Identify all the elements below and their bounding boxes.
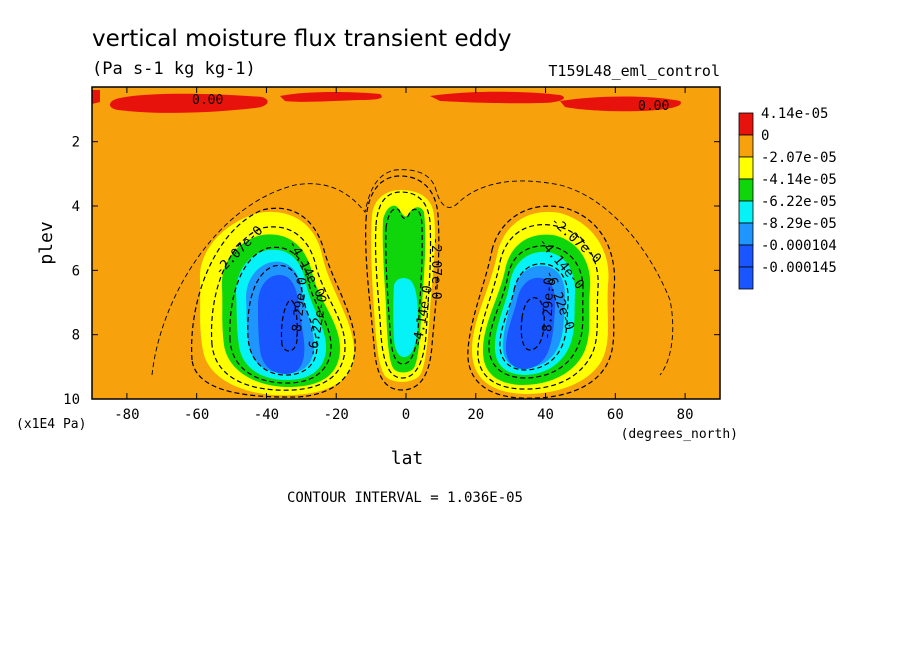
x-tick-label: -60 bbox=[184, 407, 209, 423]
colorbar-swatch bbox=[738, 156, 754, 180]
plot-area: 0.00 0.00 -2.07e-0 -2.07e-0 -2.07e-0 -4.… bbox=[92, 87, 720, 399]
x-tick-label: 60 bbox=[607, 407, 624, 423]
colorbar-swatch bbox=[738, 222, 754, 246]
colorbar-label: 4.14e-05 bbox=[761, 106, 828, 122]
colorbar-label: -4.14e-05 bbox=[761, 172, 837, 188]
eq-cyan-region bbox=[393, 277, 418, 358]
x-tick-label: 40 bbox=[537, 407, 554, 423]
contour-eq-3 bbox=[385, 208, 423, 365]
contour-interval: CONTOUR INTERVAL = 1.036E-05 bbox=[287, 490, 523, 506]
x-tick-label: -20 bbox=[324, 407, 349, 423]
y-tick-label: 2 bbox=[72, 135, 80, 151]
experiment-label: T159L48_eml_control bbox=[548, 62, 720, 80]
colorbar-label: -2.07e-05 bbox=[761, 150, 837, 166]
contour-label: 0.00 bbox=[638, 99, 669, 114]
positive-band-south bbox=[109, 93, 268, 113]
x-tick-label: 0 bbox=[402, 407, 410, 423]
contour-lines bbox=[151, 169, 674, 399]
y-tick-label: 6 bbox=[72, 263, 80, 279]
colorbar-label: -0.000145 bbox=[761, 260, 837, 276]
x-tick-label: -40 bbox=[254, 407, 279, 423]
positive-band-north bbox=[560, 96, 681, 112]
contour-nh-4 bbox=[499, 263, 569, 371]
colorbar-swatch bbox=[738, 112, 754, 136]
x-axis-title: lat bbox=[391, 448, 424, 469]
y-axis: 2 4 6 8 10 bbox=[63, 135, 720, 408]
colorbar-swatch bbox=[738, 266, 754, 290]
contour-sh-4 bbox=[247, 264, 318, 376]
contour-label: 0.00 bbox=[192, 93, 223, 108]
x-tick-label: -80 bbox=[114, 407, 139, 423]
x-tick-label: 20 bbox=[467, 407, 484, 423]
colorbar-label: -6.22e-05 bbox=[761, 194, 837, 210]
contour-nh-2 bbox=[477, 224, 599, 390]
contour-sh-3 bbox=[229, 246, 332, 384]
positive-band-center bbox=[280, 92, 382, 102]
y-units-label: (x1E4 Pa) bbox=[16, 417, 86, 432]
colorbar-swatch bbox=[738, 134, 754, 158]
contour-label: -8.29e-0 bbox=[540, 277, 557, 340]
colorbar-label: -8.29e-05 bbox=[761, 216, 837, 232]
nh-blue-core bbox=[505, 277, 556, 370]
positive-band-edge bbox=[92, 90, 100, 104]
contour-outer bbox=[151, 169, 674, 376]
chart-title: vertical moisture flux transient eddy bbox=[92, 26, 511, 52]
x-axis: -80 -60 -40 -20 0 20 40 60 80 bbox=[114, 87, 694, 423]
contour-nh-3 bbox=[488, 245, 584, 379]
contour-sh-5 bbox=[280, 299, 298, 352]
y-tick-label: 8 bbox=[72, 328, 80, 344]
contour-nh-5 bbox=[520, 297, 545, 351]
y-tick-label: 10 bbox=[63, 392, 80, 408]
colorbar-swatch bbox=[738, 178, 754, 202]
colorbar: 4.14e-05 0 -2.07e-05 -4.14e-05 -6.22e-05 -8.2… bbox=[738, 106, 837, 290]
contour-label: -2.07e-0 bbox=[428, 237, 443, 300]
x-units-label: (degrees_north) bbox=[621, 427, 738, 442]
colorbar-swatch bbox=[738, 244, 754, 268]
contour-nh-1 bbox=[467, 205, 616, 399]
y-tick-label: 4 bbox=[72, 199, 80, 215]
y-axis-title: plev bbox=[36, 221, 57, 264]
colorbar-label: -0.000104 bbox=[761, 238, 837, 254]
contour-sh-1 bbox=[191, 207, 356, 398]
colorbar-swatch bbox=[738, 200, 754, 224]
contour-sh-2 bbox=[210, 226, 346, 391]
colorbar-label: 0 bbox=[761, 128, 769, 144]
contour-eq-1 bbox=[365, 175, 440, 391]
contour-eq-2 bbox=[374, 191, 432, 379]
x-tick-label: 80 bbox=[677, 407, 694, 423]
contour-label: -8.29e-0 bbox=[289, 277, 310, 341]
positive-band-mid bbox=[430, 91, 564, 104]
chart-units: (Pa s-1 kg kg-1) bbox=[92, 59, 256, 79]
